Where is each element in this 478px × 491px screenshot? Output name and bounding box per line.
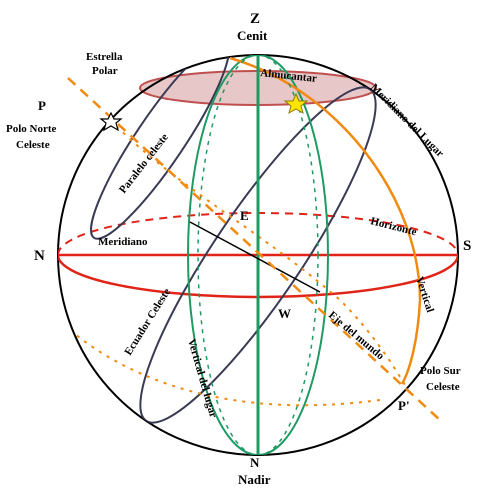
south-pole-label-line1: Polo Sur (420, 365, 461, 377)
prime-vertical-circle (197, 55, 319, 455)
almucantar-label: Almucantar (260, 67, 318, 85)
vertical-label: Vertical (413, 275, 436, 314)
meridian-label: Meridiano (98, 236, 148, 248)
world-axis (67, 77, 441, 421)
local-meridian-arc (229, 56, 422, 385)
polar-star-icon (99, 111, 123, 132)
polar-star-label-line2: Polar (92, 65, 118, 77)
orange-dotted-lower (69, 329, 381, 407)
local-meridian-label: Meridiano del Lugar (368, 82, 446, 160)
star-icon (283, 92, 309, 115)
north-pole-letter: P (38, 98, 46, 113)
celestial-equator-label: Ecuador Celeste (122, 286, 173, 357)
prime-vertical-label: Vertical del lugar (185, 338, 219, 420)
east-point-label: E (240, 208, 249, 223)
zenith-letter: Z (250, 11, 260, 27)
orange-dotted-guide (109, 119, 406, 386)
horizon-label: Horizonte (369, 215, 418, 238)
east-west-line (189, 221, 321, 293)
north-point-label: N (34, 248, 45, 264)
polar-star-label-line1: Estrella (86, 51, 123, 63)
south-point-label: S (463, 238, 471, 254)
west-point-label: W (278, 306, 291, 321)
vertical-circle (187, 55, 329, 455)
south-pole-letter: P' (398, 398, 410, 413)
nadir-letter: N (250, 455, 260, 470)
celestial-parallel-circle (90, 55, 230, 240)
nadir-word: Nadir (238, 472, 271, 487)
north-pole-label-line2: Celeste (16, 139, 50, 151)
zenith-word: Cenit (237, 28, 268, 43)
south-pole-label-line2: Celeste (426, 381, 460, 393)
north-pole-label-line1: Polo Norte (6, 123, 57, 135)
